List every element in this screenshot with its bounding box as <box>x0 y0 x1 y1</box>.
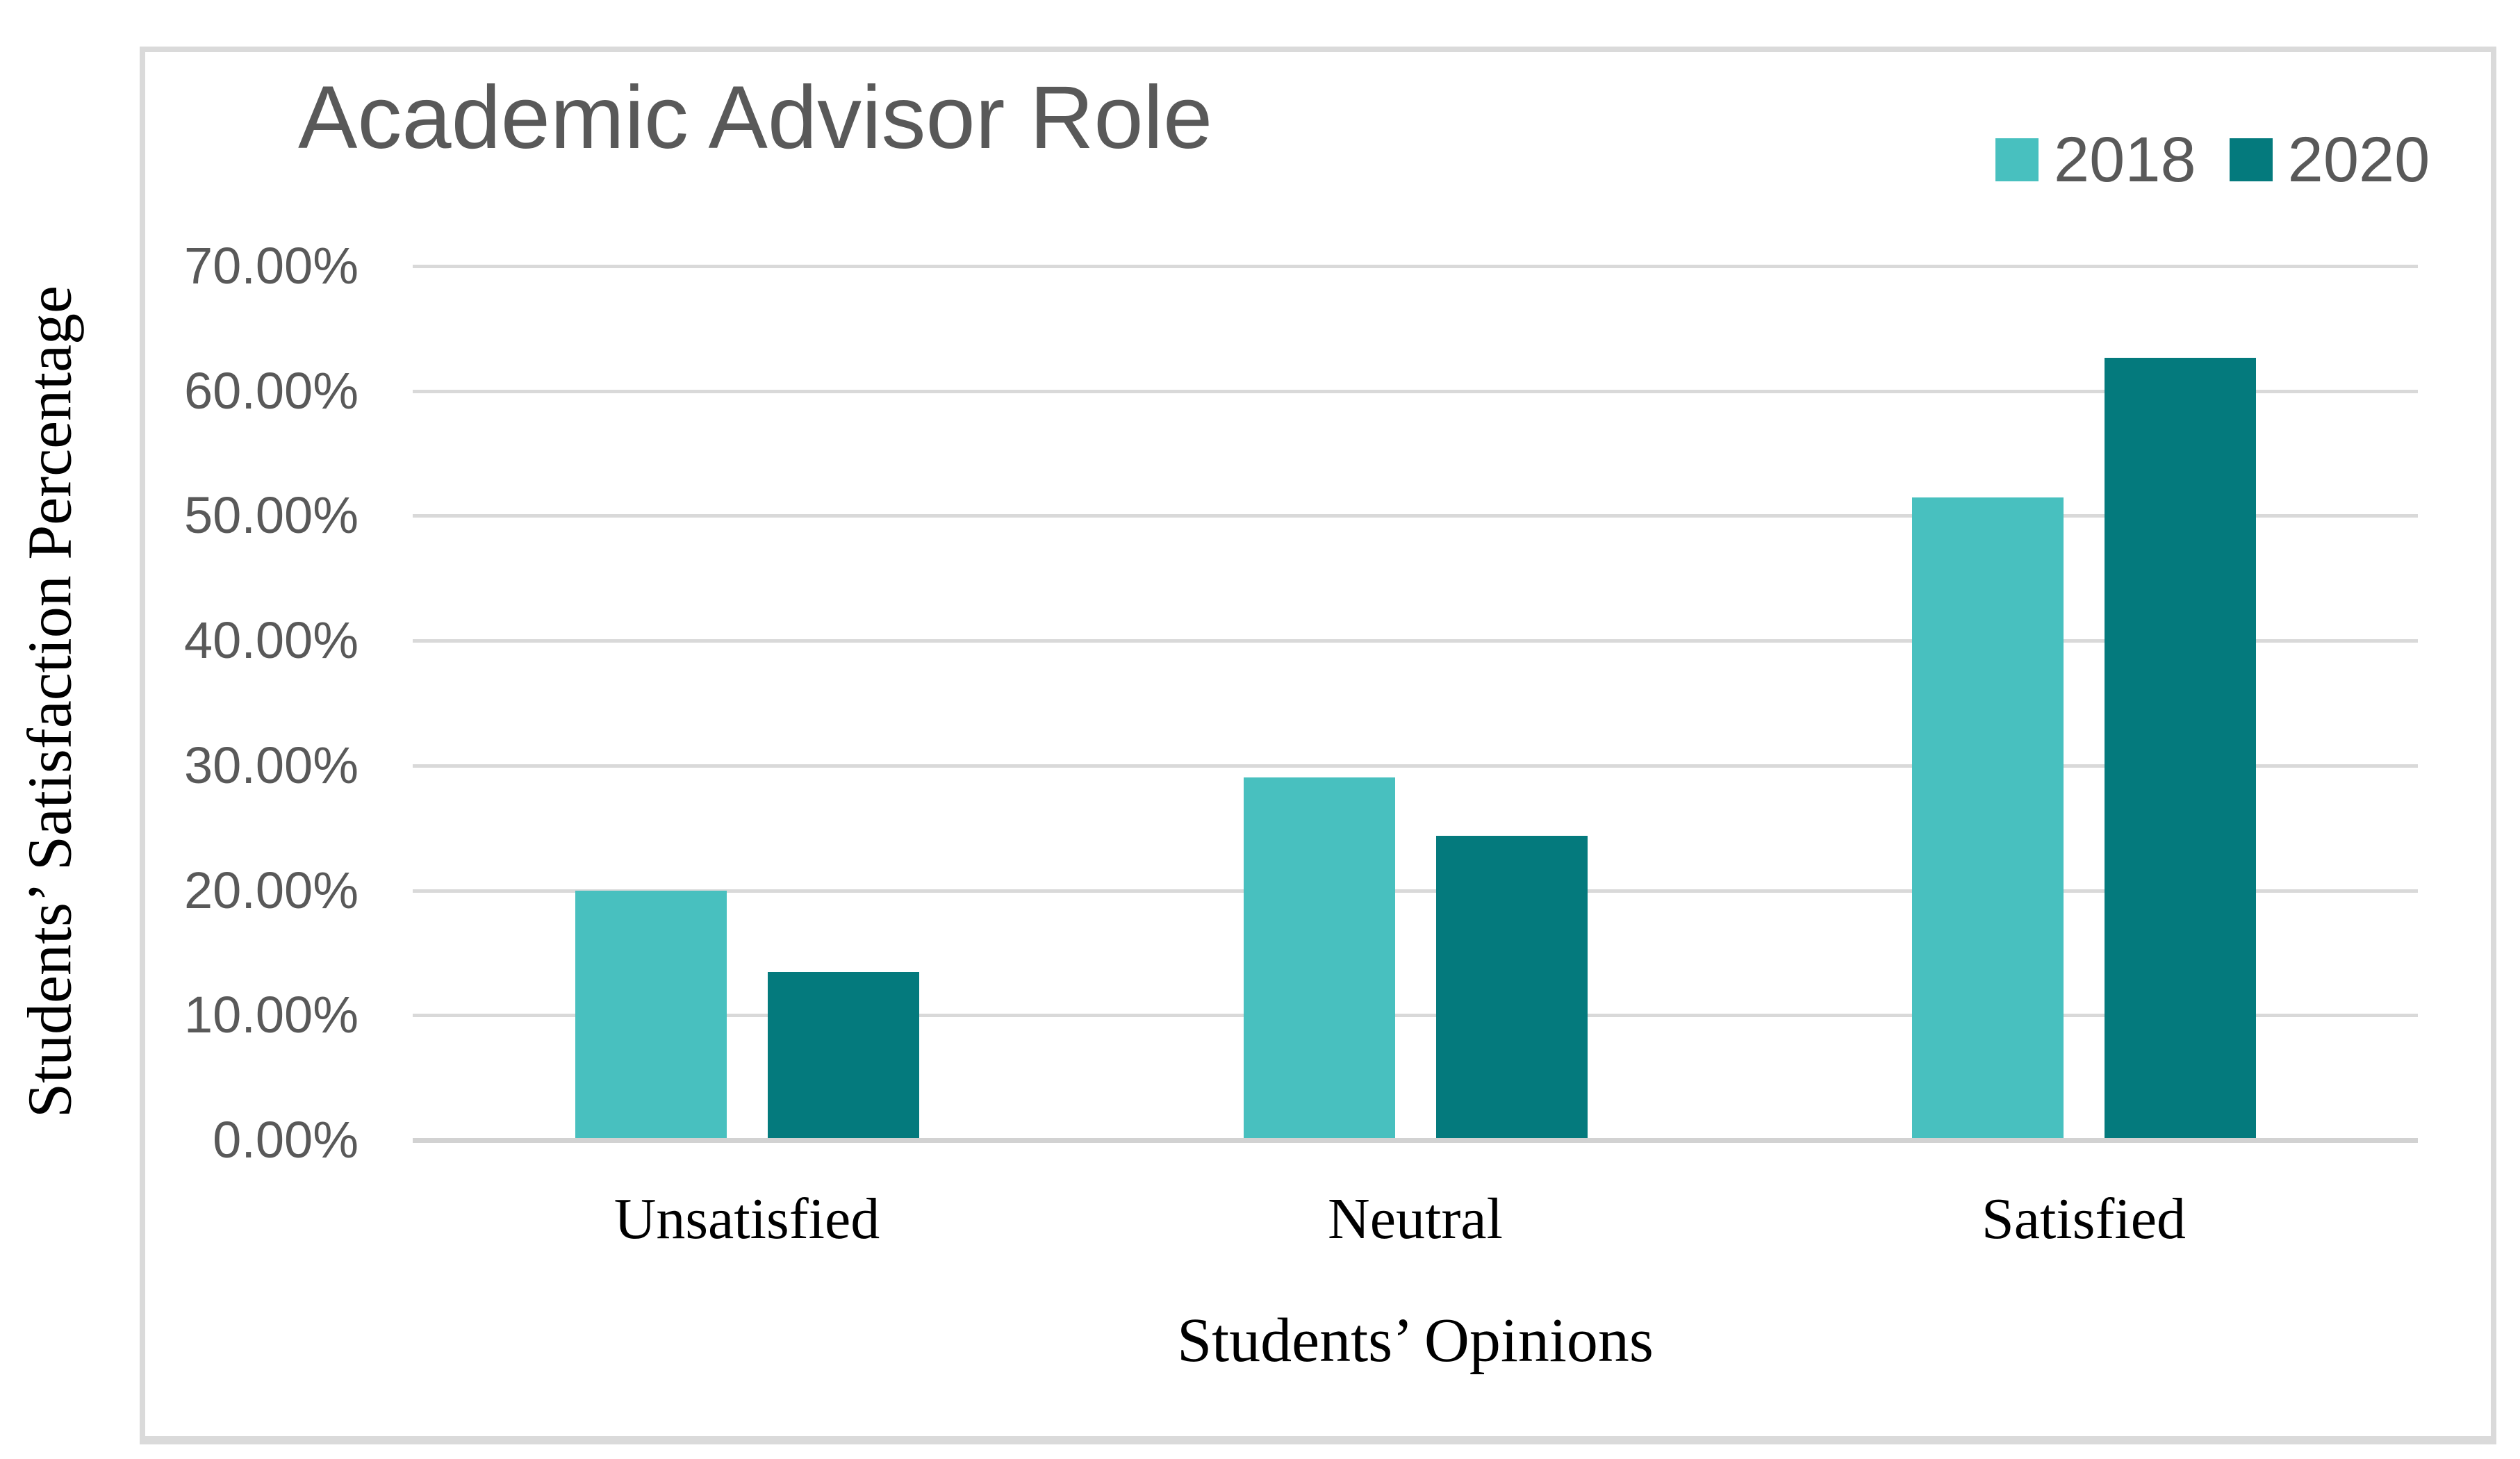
gridline-30pct <box>413 764 2418 768</box>
y-axis-tick-labels: 0.00% 10.00% 20.00% 30.00% 40.00% 50.00% 60.00… <box>0 238 359 1168</box>
legend-swatch-2020-icon <box>2229 138 2273 181</box>
bar-2020-unsatisfied <box>768 972 919 1138</box>
y-tick-label-20pct: 20.00% <box>184 861 359 919</box>
x-axis-category-labels: Unsatisfied Neutral Satisfied <box>413 1181 2418 1264</box>
bar-2020-neutral <box>1436 836 1588 1138</box>
legend: 2018 2020 <box>1995 128 2430 192</box>
bar-2018-unsatisfied <box>575 891 727 1138</box>
x-label-neutral: Neutral <box>1328 1187 1503 1251</box>
y-tick-label-70pct: 70.00% <box>184 237 359 295</box>
x-axis-title: Students’ Opinions <box>1177 1306 1654 1375</box>
gridline-10pct <box>413 1014 2418 1018</box>
y-tick-label-40pct: 40.00% <box>184 611 359 670</box>
y-tick-label-30pct: 30.00% <box>184 736 359 794</box>
gridline-60pct <box>413 389 2418 393</box>
legend-label-2020: 2020 <box>2287 124 2430 195</box>
legend-swatch-2018-icon <box>1995 138 2039 181</box>
plot-area <box>413 265 2418 1143</box>
y-tick-label-0pct: 0.00% <box>213 1111 359 1169</box>
x-label-satisfied: Satisfied <box>1982 1187 2186 1251</box>
y-tick-label-60pct: 60.00% <box>184 361 359 420</box>
bar-2018-neutral <box>1244 777 1395 1138</box>
bar-2020-satisfied <box>2105 358 2256 1138</box>
x-axis-line <box>413 1138 2418 1143</box>
x-label-unsatisfied: Unsatisfied <box>613 1187 880 1251</box>
chart-title: Academic Advisor Role <box>298 68 1213 167</box>
y-tick-label-10pct: 10.00% <box>184 986 359 1044</box>
gridline-50pct <box>413 514 2418 518</box>
gridline-70pct <box>413 265 2418 268</box>
y-tick-label-50pct: 50.00% <box>184 486 359 545</box>
legend-label-2018: 2018 <box>2054 124 2196 195</box>
bar-2018-satisfied <box>1912 497 2064 1138</box>
chart-frame <box>140 47 2496 1444</box>
legend-item-2018: 2018 <box>1995 128 2196 192</box>
legend-item-2020: 2020 <box>2229 124 2430 195</box>
gridline-20pct <box>413 889 2418 893</box>
gridline-40pct <box>413 639 2418 643</box>
